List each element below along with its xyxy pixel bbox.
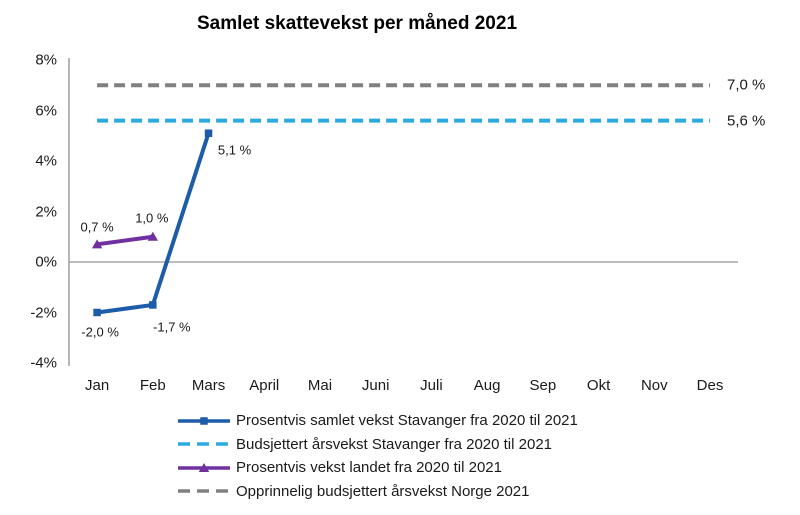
legend-item-stavanger-budsjett: Budsjettert årsvekst Stavanger fra 2020 …: [177, 433, 578, 457]
y-tick-label: 8%: [35, 51, 57, 69]
y-tick-label: 6%: [35, 102, 57, 119]
x-tick-label: April: [249, 377, 280, 394]
legend-item-landet-vekst: Prosentvis vekst landet fra 2020 til 202…: [177, 456, 578, 480]
y-tick-label: -2%: [30, 304, 57, 321]
data-point-label: 5,1 %: [217, 142, 252, 158]
y-tick-label: -4%: [30, 354, 57, 372]
data-point-label: 1,0 %: [135, 210, 169, 226]
legend-item-norge-budsjett: Opprinnelig budsjettert årsvekst Norge 2…: [177, 480, 578, 504]
triangle-marker-icon: [91, 239, 103, 249]
x-tick-label: Des: [696, 377, 724, 394]
legend-swatch-landet-vekst-icon: [178, 462, 230, 472]
x-tick-label: Okt: [586, 377, 611, 394]
square-marker-icon: [204, 129, 213, 137]
data-point-label: -2,0 %: [81, 324, 119, 339]
legend-label: Prosentvis samlet vekst Stavanger fra 20…: [236, 412, 578, 430]
norge-budget-value-label: 7,0 %: [727, 76, 766, 94]
x-tick-label: Jan: [85, 377, 110, 394]
data-point-label: -1,7 %: [153, 319, 191, 335]
chart-title: Samlet skattevekst per måned 2021: [196, 13, 518, 34]
x-tick-label: Juni: [361, 377, 390, 394]
x-tick-label: Mars: [191, 377, 226, 394]
legend-swatch-stavanger-vekst-icon: [178, 417, 230, 425]
legend-swatch-stavanger-budsjett-icon: [178, 442, 230, 446]
legend-label: Opprinnelig budsjettert årsvekst Norge 2…: [236, 482, 530, 500]
legend: Prosentvis samlet vekst Stavanger fra 20…: [177, 409, 578, 503]
x-tick-label: Juli: [420, 377, 443, 394]
x-tick-label: Mai: [307, 377, 333, 394]
series-line-2: [96, 234, 154, 247]
x-tick-label: Aug: [473, 377, 501, 394]
square-marker-icon: [93, 308, 101, 317]
square-marker-icon: [149, 301, 157, 309]
y-tick-label: 4%: [35, 152, 57, 170]
x-tick-label: Feb: [139, 377, 166, 394]
y-tick-label: 0%: [35, 253, 57, 271]
data-point-label: 0,7 %: [80, 219, 114, 235]
legend-label: Prosentvis vekst landet fra 2020 til 202…: [236, 459, 502, 477]
legend-swatch-norge-budsjett-icon: [178, 489, 230, 493]
stavanger-budget-value-label: 5,6 %: [727, 112, 766, 130]
triangle-marker-icon: [147, 231, 159, 241]
legend-item-stavanger-vekst: Prosentvis samlet vekst Stavanger fra 20…: [177, 409, 578, 433]
x-tick-label: Nov: [640, 377, 668, 394]
legend-label: Budsjettert årsvekst Stavanger fra 2020 …: [236, 435, 553, 453]
x-tick-label: Sep: [529, 377, 557, 394]
y-tick-label: 2%: [35, 203, 57, 220]
